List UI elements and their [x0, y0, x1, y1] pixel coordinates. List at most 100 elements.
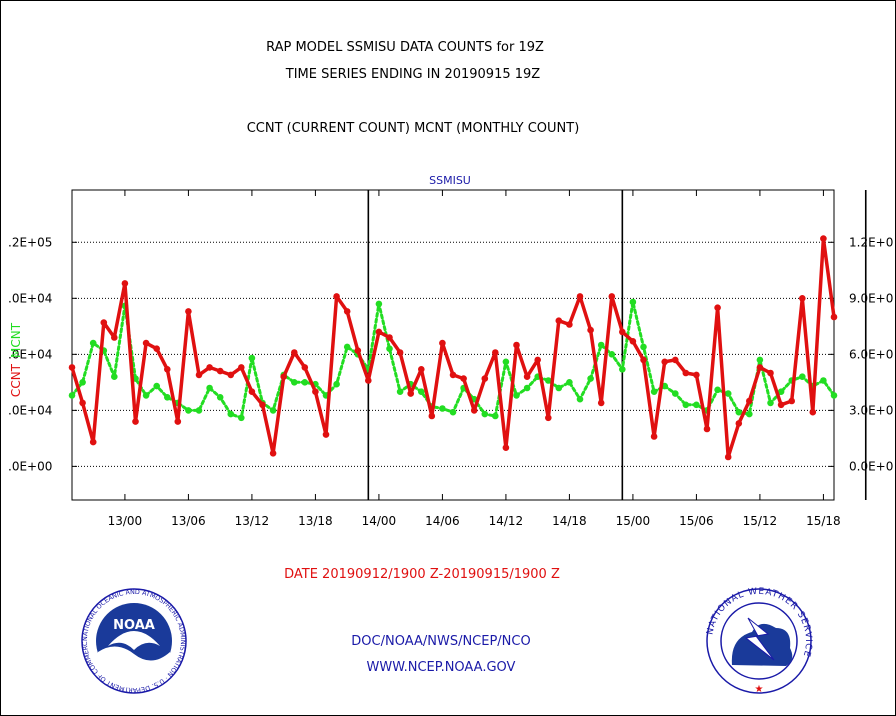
data-point-ccnt: [312, 388, 319, 396]
data-point-ccnt: [418, 366, 425, 373]
y-tick-label-left: .0E+04: [8, 347, 52, 361]
data-point-mcnt: [439, 405, 446, 412]
data-point-ccnt: [68, 364, 76, 371]
data-point-ccnt: [608, 293, 616, 300]
data-point-ccnt: [703, 425, 711, 433]
data-point-ccnt: [227, 371, 235, 379]
data-point-mcnt: [587, 375, 594, 382]
data-point-mcnt: [576, 395, 584, 403]
data-point-ccnt: [619, 328, 626, 336]
data-point-ccnt: [216, 367, 224, 375]
y-axis-ticks: .0E+00 0.0E+0 .0E+04 3.0E+0 .0E+04 6.0E+0 .0E+…: [8, 235, 893, 473]
y-axis-label-ccnt: CCNT: [9, 363, 23, 397]
data-point-ccnt: [502, 444, 510, 452]
chart-title-line3: CCNT (CURRENT COUNT) MCNT (MONTHLY COUNT…: [247, 121, 580, 136]
plot-area: [71, 189, 835, 501]
data-point-ccnt: [809, 408, 817, 416]
data-point-mcnt: [523, 384, 531, 392]
data-point-ccnt: [238, 364, 245, 371]
data-point-ccnt: [195, 371, 203, 379]
data-point-ccnt: [830, 313, 838, 321]
data-point-mcnt: [195, 407, 203, 414]
org-label: DOC/NOAA/NWS/NCEP/NCO: [351, 634, 530, 649]
y-tick-label-left: .0E+04: [8, 291, 52, 305]
data-point-mcnt: [777, 388, 785, 396]
data-point-mcnt: [492, 412, 499, 420]
data-point-ccnt: [153, 345, 160, 353]
data-point-ccnt: [365, 377, 372, 384]
x-tick-label: 13/00: [108, 514, 143, 528]
data-point-mcnt: [333, 380, 340, 388]
website-label: WWW.NCEP.NOAA.GOV: [367, 660, 516, 675]
data-point-ccnt: [481, 375, 489, 382]
data-point-mcnt: [449, 408, 457, 416]
data-point-ccnt: [460, 375, 467, 382]
x-tick-label: 15/06: [679, 514, 714, 528]
data-point-ccnt: [724, 453, 732, 461]
data-point-mcnt: [89, 339, 97, 347]
data-point-ccnt: [111, 334, 118, 341]
data-point-ccnt: [777, 401, 785, 409]
data-point-ccnt: [449, 371, 457, 379]
data-point-mcnt: [830, 392, 838, 399]
data-point-ccnt: [322, 431, 330, 438]
data-point-ccnt: [555, 317, 563, 325]
data-point-mcnt: [597, 341, 605, 349]
data-point-ccnt: [354, 347, 362, 354]
data-point-mcnt: [164, 394, 171, 401]
day-separator-lines: [367, 190, 867, 500]
data-point-ccnt: [735, 420, 743, 427]
data-point-ccnt: [545, 414, 552, 422]
data-point-mcnt: [291, 379, 298, 386]
data-point-mcnt: [545, 377, 552, 384]
data-point-mcnt: [227, 410, 235, 418]
y-tick-label-left: .0E+04: [8, 403, 52, 417]
chart-title-line2: TIME SERIES ENDING IN 20190915 19Z: [285, 67, 541, 82]
data-point-ccnt: [523, 373, 531, 381]
data-point-mcnt: [248, 354, 256, 362]
data-point-mcnt: [735, 408, 743, 416]
data-point-ccnt: [756, 364, 764, 371]
data-point-ccnt: [407, 390, 415, 397]
data-point-ccnt: [396, 349, 404, 356]
data-point-mcnt: [566, 379, 573, 386]
data-point-mcnt: [153, 382, 160, 390]
data-point-ccnt: [333, 293, 340, 300]
data-point-mcnt: [693, 401, 700, 409]
y-axis-label: CCNT MCNT: [9, 322, 23, 397]
data-point-ccnt: [343, 308, 351, 315]
data-point-ccnt: [174, 418, 182, 425]
y-tick-label-right: 6.0E+0: [849, 347, 893, 361]
data-point-ccnt: [79, 399, 86, 407]
x-tick-label: 13/18: [298, 514, 333, 528]
data-point-ccnt: [269, 450, 277, 457]
data-point-mcnt: [185, 407, 192, 414]
x-tick-label: 14/06: [425, 514, 460, 528]
data-point-ccnt: [291, 349, 298, 356]
data-point-mcnt: [820, 377, 827, 384]
data-point-mcnt: [301, 379, 309, 386]
data-point-ccnt: [248, 388, 256, 396]
date-range-label: DATE 20190912/1900 Z-20190915/1900 Z: [284, 567, 560, 582]
data-point-ccnt: [788, 397, 795, 405]
data-point-ccnt: [672, 356, 679, 364]
data-point-ccnt: [492, 349, 499, 356]
noaa-logo-text: NOAA: [113, 618, 155, 633]
data-point-mcnt: [650, 388, 658, 396]
data-point-ccnt: [142, 339, 150, 347]
x-tick-label: 15/00: [616, 514, 651, 528]
data-point-ccnt: [428, 412, 436, 420]
data-point-ccnt: [164, 366, 171, 373]
data-point-ccnt: [640, 356, 647, 364]
data-point-ccnt: [132, 418, 139, 425]
data-point-ccnt: [629, 338, 637, 345]
chart-title-line1: RAP MODEL SSMISU DATA COUNTS for 19Z: [266, 40, 544, 55]
data-point-mcnt: [238, 414, 245, 422]
data-point-mcnt: [513, 392, 520, 399]
chart-subtitle: SSMISU: [429, 174, 471, 187]
data-point-ccnt: [259, 401, 266, 409]
data-point-mcnt: [142, 392, 150, 399]
data-point-mcnt: [714, 386, 721, 394]
data-point-mcnt: [619, 366, 626, 373]
data-point-ccnt: [89, 438, 97, 446]
